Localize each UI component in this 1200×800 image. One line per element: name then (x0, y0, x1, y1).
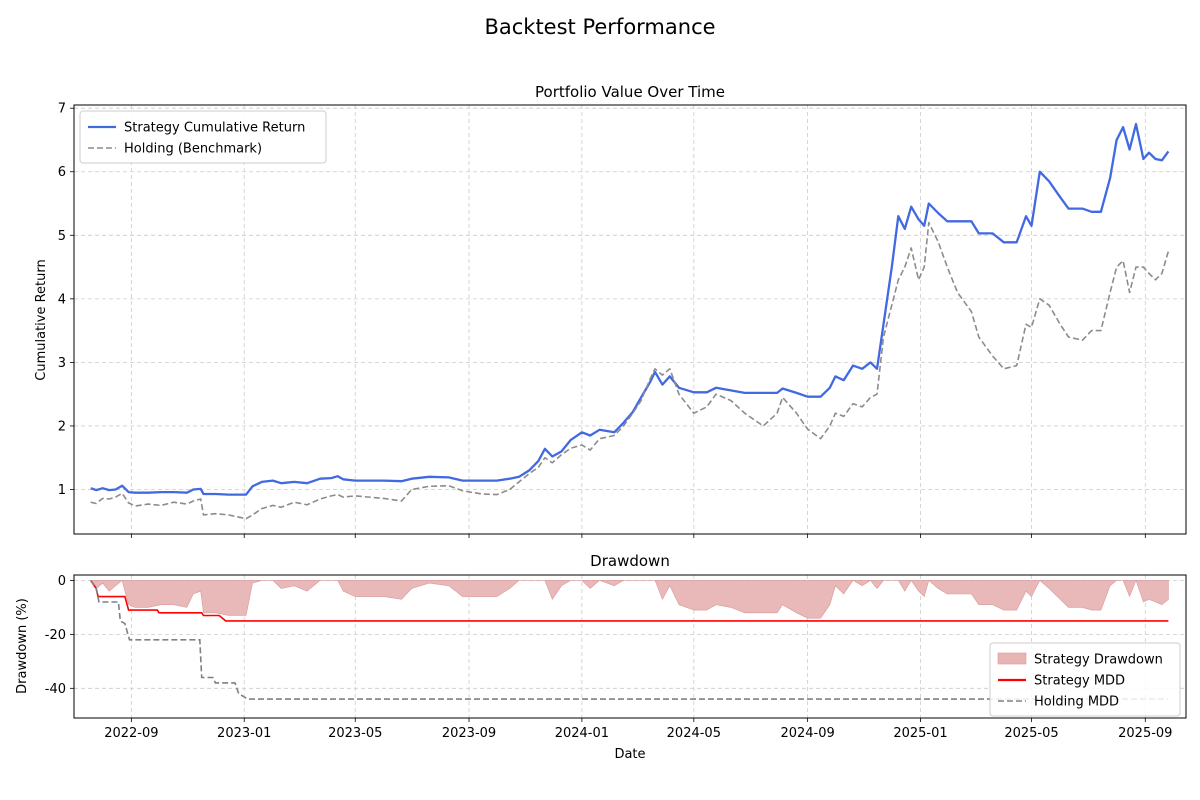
x-tick-label: 2024-05 (667, 726, 721, 741)
drawdown-legend-label: Holding MDD (1034, 695, 1119, 710)
drawdown-y-ticks: 0 -20 -40 (45, 574, 74, 697)
x-tick-label: 2023-01 (217, 726, 271, 741)
drawdown-panel: Drawdown 0-20-40 2022-09 2023-01 2023-05 20… (15, 552, 1187, 762)
drawdown-x-ticks: 2022-09 2023-01 2023-05 2023-09 2024-01 2024-… (104, 718, 1172, 741)
x-tick-label: 2025-01 (893, 726, 947, 741)
portfolio-legend-label: Holding (Benchmark) (124, 142, 262, 157)
portfolio-value-panel: Portfolio Value Over Time 1 2 3 4 5 6 7 Cumula… (34, 83, 1187, 538)
portfolio-legend-label: Strategy Cumulative Return (124, 121, 305, 136)
x-tick-label: 2023-09 (442, 726, 496, 741)
drawdown-axes-frame (73, 574, 1187, 719)
top-y-tick-label: 6 (58, 165, 66, 180)
top-y-tick-label: 3 (58, 356, 66, 371)
drawdown-title: Drawdown (590, 552, 670, 570)
strategy-mdd-line (90, 579, 1169, 622)
figure-title: Backtest Performance (484, 15, 715, 39)
portfolio-plot-area (74, 105, 1186, 534)
benchmark-line (90, 221, 1170, 520)
drawdown-legend: Strategy Drawdown Strategy MDD Holding MDD (989, 642, 1181, 717)
bot-y-tick-label: -40 (45, 682, 66, 697)
top-y-tick-label: 5 (58, 229, 66, 244)
x-tick-label: 2022-09 (104, 726, 158, 741)
x-tick-label: 2025-09 (1118, 726, 1172, 741)
drawdown-legend-box (989, 642, 1181, 717)
bot-y-tick-label: 0 (58, 574, 66, 589)
portfolio-grid (74, 105, 1186, 534)
portfolio-legend: Strategy Cumulative Return Holding (Bench… (79, 110, 327, 164)
portfolio-y-axis-label: Cumulative Return (34, 259, 49, 380)
portfolio-legend-box (79, 110, 327, 164)
drawdown-legend-swatch (997, 652, 1027, 665)
top-y-tick-label: 2 (58, 419, 66, 434)
strategy-drawdown-area (90, 579, 1169, 619)
top-y-tick-label: 4 (58, 292, 66, 307)
drawdown-series (90, 579, 1169, 700)
portfolio-y-ticks: 1 2 3 4 5 6 7 (58, 102, 74, 498)
drawdown-legend-label: Strategy Drawdown (1034, 653, 1163, 668)
drawdown-x-axis-label: Date (614, 747, 645, 762)
x-tick-label: 2024-09 (780, 726, 834, 741)
portfolio-axes-frame (73, 104, 1187, 535)
drawdown-legend-label: Strategy MDD (1034, 674, 1125, 689)
top-y-tick-label: 1 (58, 483, 66, 498)
top-y-tick-label: 7 (58, 102, 66, 117)
holding-mdd-line (90, 579, 1169, 700)
portfolio-x-ticks (130, 534, 1146, 538)
drawdown-y-axis-label: Drawdown (%) (15, 598, 30, 694)
x-tick-label: 2024-01 (555, 726, 609, 741)
portfolio-series (90, 122, 1170, 520)
portfolio-value-title: Portfolio Value Over Time (535, 83, 725, 101)
x-tick-label: 2025-05 (1004, 726, 1058, 741)
x-tick-label: 2023-05 (328, 726, 382, 741)
strategy-return-line (90, 122, 1170, 496)
bot-y-tick-label: -20 (45, 628, 66, 643)
